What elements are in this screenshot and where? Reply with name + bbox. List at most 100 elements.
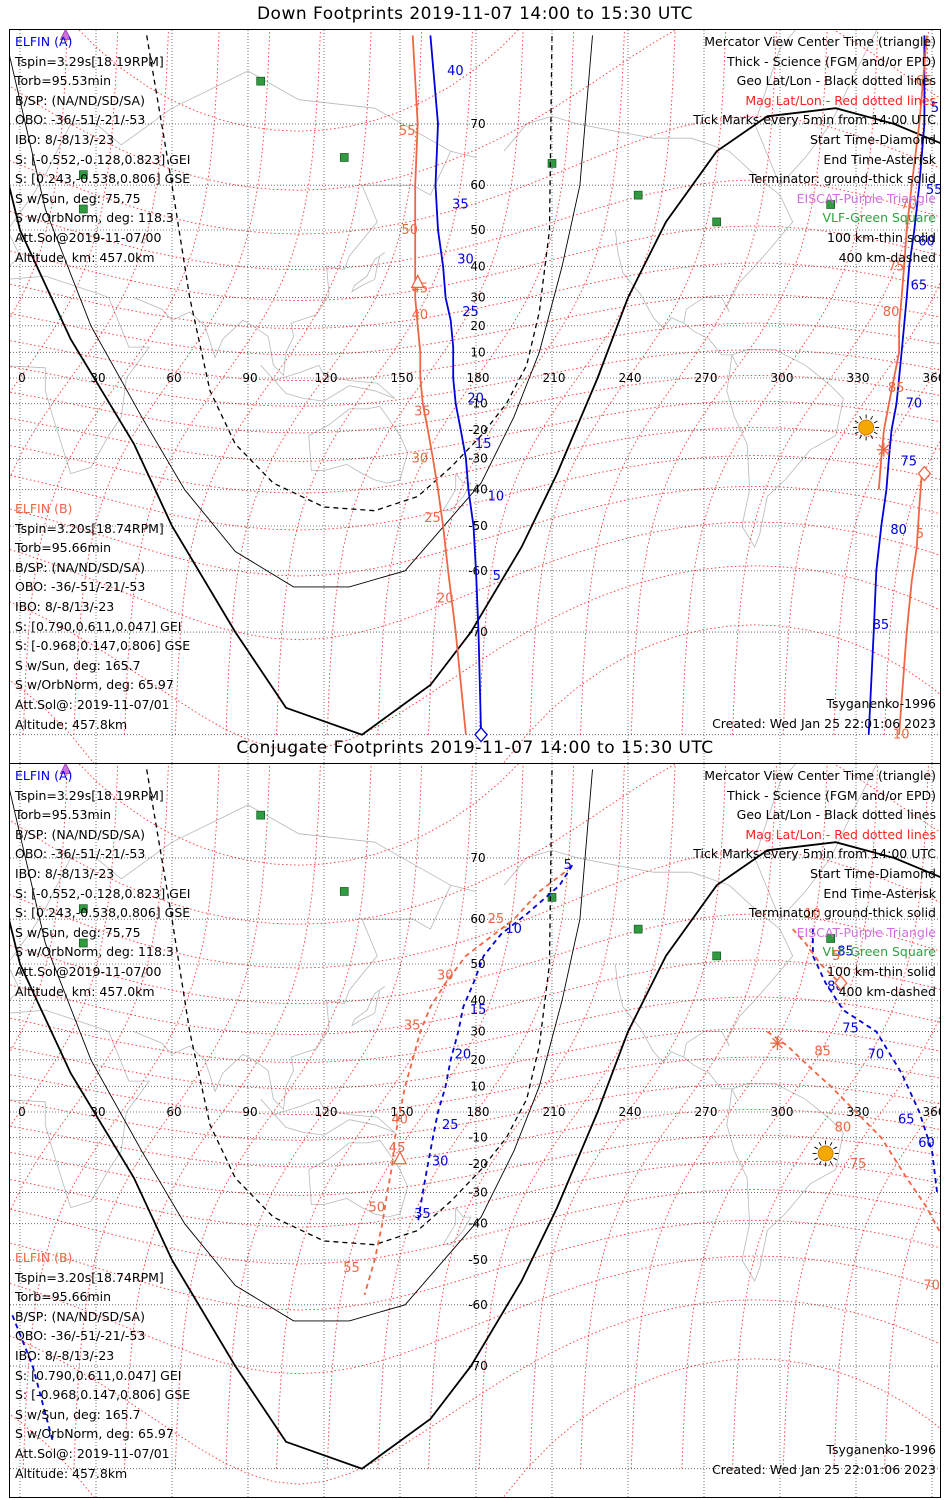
sun-ray [873, 420, 878, 424]
coastline [726, 349, 844, 548]
mag-longitude [630, 764, 828, 1469]
legend-item: Terminator: ground-thick solid [748, 905, 936, 921]
terminator-400km [146, 769, 553, 1246]
lat-tick-label: 50 [470, 957, 485, 971]
track-tick-label: 5 [564, 858, 572, 873]
elfin-b-track [411, 35, 467, 735]
sun-ray [854, 431, 859, 435]
elfin-b-start-diamond [833, 974, 848, 991]
mag-longitude [732, 30, 929, 735]
terminator-ground [10, 841, 940, 1470]
lon-tick-label: 360 [923, 371, 940, 385]
lat-tick-label: -30 [468, 1185, 488, 1199]
track-tick-label: 20 [455, 1047, 472, 1062]
info-line: Torb=95.53min [15, 807, 112, 823]
legend-item: End Time-Asterisk [823, 885, 936, 901]
map-canvas: 0 30 60 90 120 150 180 210 240 270 300 330 360 70 60 50… [10, 764, 940, 1497]
track-tick-label: 65 [916, 74, 933, 89]
track-tick-label: 55 [926, 183, 940, 198]
info-line: IBO: 8/-8/13/-23 [15, 865, 115, 881]
info-line: Altitude, km: 457.0km [15, 983, 155, 999]
info-line: Torb=95.66min [15, 1289, 112, 1305]
mag-longitude [22, 30, 220, 735]
track-tick-label: 30 [432, 1154, 449, 1169]
coastline [442, 1207, 472, 1246]
lat-tick-label: 50 [470, 223, 485, 237]
track-tick-label: 10 [804, 907, 821, 922]
track-tick-label: 65 [911, 279, 928, 294]
lat-tick-label: 60 [470, 178, 485, 192]
elfin-b-track [898, 473, 923, 735]
mag-longitude [326, 30, 524, 735]
elfin-b-center-triangle [410, 273, 425, 289]
lon-tick-label: 90 [242, 1105, 257, 1119]
track-tick-label: 70 [906, 397, 923, 412]
mag-latitude [78, 30, 519, 132]
created-timestamp: Created: Wed Jan 25 22:01:06 2023 [712, 1462, 936, 1477]
track-tick-label: 20 [467, 392, 484, 407]
lat-tick-label: 10 [470, 1079, 485, 1093]
mag-longitude [174, 764, 372, 1469]
coastline [614, 963, 684, 1064]
sun-ray [814, 1157, 819, 1161]
lon-tick-label: 0 [18, 1105, 26, 1119]
info-line: S: [0.243,-0.538,0.806] GSE [15, 905, 191, 921]
legend-item: Thick - Science (FGM and/or EPD) [727, 787, 936, 803]
lon-tick-label: 240 [619, 371, 642, 385]
mag-longitude [10, 764, 68, 1053]
info-line: S: [-0.552,-0.128,0.823] GEI [15, 151, 191, 167]
mag-longitude [225, 30, 423, 735]
coastline [614, 229, 684, 330]
vlf-station-marker [256, 810, 265, 820]
track-tick-label: 10 [893, 728, 910, 743]
lat-tick-label: -60 [468, 1298, 488, 1312]
mag-longitude [377, 764, 575, 1469]
info-line: S: [0.243,-0.538,0.806] GSE [15, 171, 191, 187]
legend-item: 400 km-dashed [838, 249, 936, 265]
lat-tick-label: 40 [470, 259, 485, 273]
info-line: B/SP: (NA/ND/SD/SA) [15, 1308, 145, 1324]
coastline [442, 473, 472, 512]
sun-icon [853, 414, 880, 441]
lon-tick-label: 210 [543, 371, 566, 385]
mag-longitude [73, 30, 271, 735]
legend-item: Mag Lat/Lon - Red dotted lines [745, 92, 936, 108]
track-tick-label: 25 [488, 912, 505, 927]
lon-tick-label: 330 [847, 371, 870, 385]
legend-item: VLF-Green Square [822, 944, 936, 960]
track-tick-label: 55 [343, 1261, 360, 1276]
mag-latitude [10, 959, 940, 1035]
panel-1-title: Down Footprints 2019-11-07 14:00 to 15:3… [256, 4, 694, 24]
elfin-a-label: ELFIN (A) [15, 34, 73, 49]
info-line: IBO: 8/-8/13/-23 [15, 131, 115, 147]
info-line: Att.Sol@: 2019-11-07/01 [15, 696, 170, 712]
elfin-b-track [792, 928, 844, 988]
lon-tick-label: 180 [467, 1105, 490, 1119]
track-tick-label: 5 [832, 949, 840, 964]
mag-longitude [478, 30, 676, 735]
model-label: Tsyganenko-1996 [826, 1442, 936, 1457]
info-line: IBO: 8/-8/13/-23 [15, 598, 115, 614]
sun-ray [818, 1160, 822, 1165]
lat-tick-label: -40 [468, 1217, 488, 1231]
info-line: S w/OrbNorm, deg: 65.97 [15, 1426, 174, 1442]
elfin-a-start-diamond [474, 726, 488, 743]
mag-longitude [124, 30, 321, 735]
sun-ray [859, 415, 863, 420]
legend-item: Tick Marks every 5min from 14:00 UTC [693, 846, 936, 862]
info-line: Torb=95.53min [15, 73, 112, 89]
lon-tick-label: 330 [847, 1105, 870, 1119]
mag-longitude [10, 764, 119, 1127]
legend: Mercator View Center Time (triangle) Thic… [693, 766, 936, 1001]
mag-longitude [174, 30, 372, 735]
lon-tick-label: 270 [695, 1105, 718, 1119]
info-line: S: [0.790,0.611,0.047] GEI [15, 1367, 182, 1383]
info-line: B/SP: (NA/ND/SD/SA) [15, 92, 145, 108]
track-tick-label: 30 [437, 969, 454, 984]
lon-tick-label: 120 [315, 371, 338, 385]
vlf-station-marker [79, 204, 88, 214]
track-tick-label: 85 [837, 945, 854, 960]
elfin-b-end-asterisk [770, 1036, 785, 1051]
track-tick-label: 45 [389, 1141, 406, 1156]
